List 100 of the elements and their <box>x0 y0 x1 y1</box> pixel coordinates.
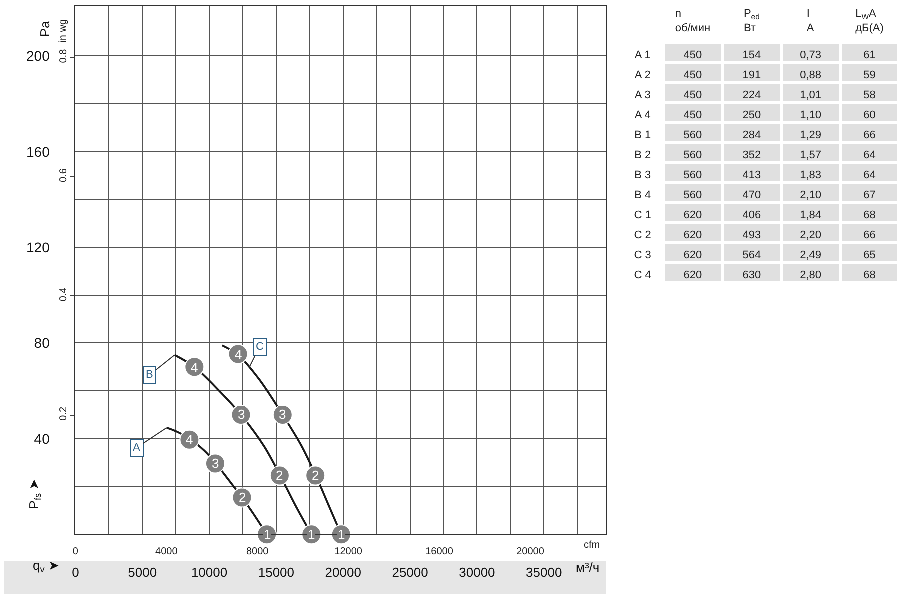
category-label: P$_{ed}$ Вт <box>744 8 760 34</box>
x-tick-label: 10000 <box>191 565 228 580</box>
text: 620 <box>684 270 702 282</box>
x-tick-label: 35000 <box>526 565 562 580</box>
text: 1,01 <box>800 90 822 102</box>
text: 2,10 <box>800 190 822 202</box>
annotation: 3 <box>279 407 286 422</box>
text: 59 <box>864 70 876 82</box>
y-tick-label: 120 <box>26 239 50 256</box>
annotation: 2 <box>276 468 284 483</box>
text: 191 <box>742 70 762 82</box>
text: 560 <box>684 170 702 182</box>
y2-tick-label: 0.8 <box>58 48 70 64</box>
text: 413 <box>742 170 762 182</box>
annotation: 4 <box>191 360 198 375</box>
annotation: 4 <box>186 432 194 447</box>
text: 450 <box>684 90 702 102</box>
text: 630 <box>742 270 762 282</box>
annotation: 3 <box>212 456 220 471</box>
x2-tick-label: 12000 <box>334 546 363 558</box>
y2-axis-title: in wg <box>58 19 70 43</box>
y2-tick-label: 0.4 <box>58 287 70 302</box>
category-label: B 2 <box>634 150 652 162</box>
text: 560 <box>684 130 702 142</box>
x2-tick-label: 4000 <box>156 546 178 558</box>
text: 284 <box>742 130 762 142</box>
text: 65 <box>864 250 876 262</box>
category-label: B 1 <box>634 130 652 142</box>
y-tick-label: 200 <box>26 48 50 64</box>
category-label: A 3 <box>634 90 651 102</box>
text: 620 <box>684 210 702 222</box>
annotation: 2 <box>239 490 246 505</box>
annotation: A <box>133 442 141 454</box>
x-tick-label: 25000 <box>392 565 428 580</box>
text: 564 <box>742 250 762 262</box>
text: 67 <box>864 190 876 202</box>
text: 61 <box>864 50 876 62</box>
text: 450 <box>684 50 702 62</box>
x2-axis-title: cfm <box>584 540 600 551</box>
text: 2,80 <box>800 270 822 282</box>
text: 406 <box>742 210 762 222</box>
text: 68 <box>864 210 876 222</box>
x2-tick-label: 0 <box>72 546 79 558</box>
x-tick-label: 5000 <box>128 565 158 580</box>
annotation: 3 <box>238 407 246 422</box>
text: 1,10 <box>800 110 822 122</box>
category-label: C 3 <box>634 250 652 262</box>
annotation: 2 <box>312 468 320 483</box>
annotation: 1 <box>308 527 316 542</box>
text: 250 <box>742 110 762 122</box>
category-label: n об/мин <box>675 8 711 34</box>
text: 0,88 <box>800 70 822 82</box>
text: 450 <box>684 70 702 82</box>
category-label: B 4 <box>634 190 652 202</box>
y2-tick-label: 0.2 <box>58 406 70 421</box>
category-label: C 1 <box>634 210 652 222</box>
text: 620 <box>684 230 702 242</box>
text: 352 <box>742 150 762 162</box>
x2-tick-label: 8000 <box>246 546 270 558</box>
text: 224 <box>742 90 762 102</box>
x-tick-label: 0 <box>72 565 80 580</box>
x-tick-label: 15000 <box>258 565 295 580</box>
x-tick-label: 30000 <box>459 565 496 580</box>
category-label: C 4 <box>634 270 652 282</box>
text: 154 <box>742 50 762 62</box>
text: 64 <box>864 170 876 182</box>
category-label: A 4 <box>634 110 651 122</box>
text: 0,73 <box>800 50 822 62</box>
annotation: C <box>256 341 264 353</box>
category-label: B 3 <box>634 170 652 182</box>
text: 1,57 <box>800 150 822 162</box>
x2-tick-label: 20000 <box>516 546 545 558</box>
text: 450 <box>684 110 702 122</box>
text: 60 <box>864 110 876 122</box>
text: м³/ч <box>576 560 600 575</box>
text: 470 <box>742 190 762 202</box>
text: 560 <box>684 150 702 162</box>
text: 1,83 <box>800 170 822 182</box>
x-tick-label: 20000 <box>325 565 362 580</box>
annotation: 4 <box>235 347 242 362</box>
text: 2,49 <box>800 250 822 262</box>
text: 58 <box>864 90 876 102</box>
x-axis-title: q$_{v}$ ➤ <box>33 558 60 575</box>
x2-tick-label: 16000 <box>426 546 454 558</box>
text: 493 <box>742 230 762 242</box>
annotation: 1 <box>264 527 272 542</box>
text: 560 <box>684 190 702 202</box>
text: 620 <box>684 250 702 262</box>
y-axis-title: Pa <box>38 20 53 38</box>
text: 2,20 <box>800 230 822 242</box>
category-label: I A <box>806 8 815 34</box>
text: 1,84 <box>800 210 822 222</box>
annotation: 1 <box>338 527 346 542</box>
category-label: A 1 <box>634 50 651 62</box>
category-label: L$_{W}$A дБ(A) <box>856 8 884 34</box>
y2-tick-label: 0.6 <box>58 168 70 182</box>
category-label: A 2 <box>634 70 651 82</box>
y-tick-label: 160 <box>26 144 50 160</box>
text: 68 <box>864 270 876 282</box>
category-label: C 2 <box>634 230 652 242</box>
